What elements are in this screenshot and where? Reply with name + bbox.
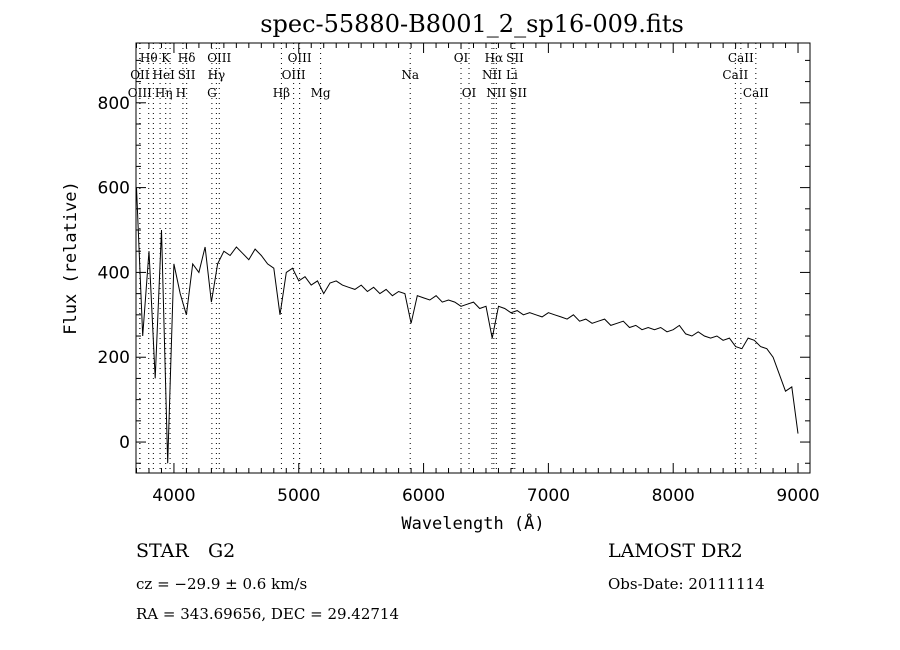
line-marker-label: OIII	[288, 51, 312, 65]
y-tick-label: 600	[98, 179, 130, 199]
line-marker-label: NII	[486, 86, 506, 100]
object-class: STAR	[136, 540, 189, 562]
line-marker-label: OIII	[128, 86, 152, 100]
y-tick-label: 0	[119, 433, 130, 453]
line-marker-label: Li	[506, 68, 518, 82]
coordinates: RA = 343.69656, DEC = 29.42714	[136, 605, 400, 623]
x-axis-label: Wavelength (Å)	[401, 512, 544, 534]
line-marker-label: HeI	[153, 68, 176, 82]
x-tick-label: 5000	[277, 486, 320, 506]
line-marker-label: Hβ	[273, 86, 290, 100]
line-marker-label: SII	[178, 68, 196, 82]
line-marker-label: OI	[454, 51, 469, 65]
line-marker-label: OI	[462, 86, 477, 100]
y-tick-label: 200	[98, 348, 130, 368]
line-marker-label: Hη	[155, 86, 173, 100]
line-marker-label: OIII	[207, 51, 231, 65]
line-marker-label: OIII	[282, 68, 306, 82]
line-marker-label: G	[207, 86, 217, 100]
line-marker-label: CaII	[722, 68, 748, 82]
x-tick-label: 8000	[652, 486, 695, 506]
plot-frame	[135, 42, 811, 474]
spectrum-line	[136, 187, 799, 464]
y-tick-label: 800	[98, 94, 130, 114]
obs-date: Obs-Date: 20111114	[608, 575, 765, 593]
line-marker-label: OII	[130, 68, 150, 82]
line-marker-label: CaII	[743, 86, 769, 100]
line-marker-label: K	[161, 51, 171, 65]
line-marker-label: CaII	[728, 51, 754, 65]
line-marker-label: Mg	[311, 86, 331, 100]
subclass: G2	[208, 540, 236, 562]
y-axis-label: Flux (relative)	[61, 181, 81, 335]
x-tick-label: 6000	[402, 486, 445, 506]
y-tick-label: 400	[98, 263, 130, 283]
line-marker-label: NII	[482, 68, 502, 82]
redshift-text: cz = −29.9 ± 0.6 km/s	[136, 575, 308, 593]
line-marker-label: Hδ	[178, 51, 196, 65]
x-tick-label: 7000	[527, 486, 570, 506]
x-tick-label: 9000	[776, 486, 819, 506]
x-tick-label: 4000	[152, 486, 195, 506]
chart-title: spec-55880-B8001_2_sp16-009.fits	[260, 10, 684, 38]
line-marker-label: Hθ	[140, 51, 158, 65]
line-marker-label: Hα	[485, 51, 504, 65]
line-marker-label: Hγ	[208, 68, 226, 82]
line-marker-label: SII	[509, 86, 527, 100]
line-marker-label: H	[176, 86, 186, 100]
survey-name: LAMOST DR2	[608, 540, 743, 562]
line-marker-label: Na	[401, 68, 419, 82]
